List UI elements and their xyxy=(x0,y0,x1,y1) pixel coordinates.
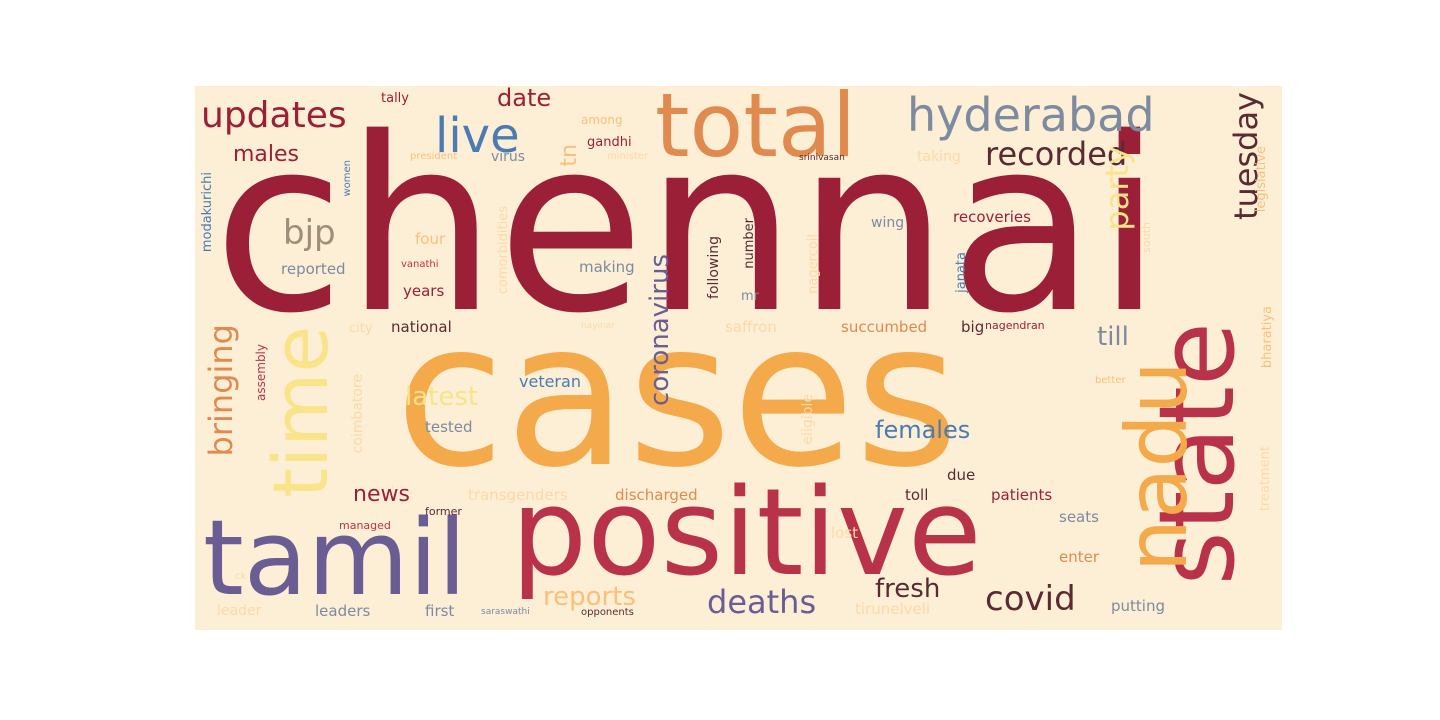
word-vanathi: vanathi xyxy=(401,259,439,270)
word-cases: cases xyxy=(395,279,959,512)
word-janata: janata xyxy=(954,252,969,293)
word-total: total xyxy=(655,86,857,177)
word-covid: covid xyxy=(985,579,1076,619)
word-putting: putting xyxy=(1111,597,1165,615)
word-mr: mr xyxy=(741,289,760,304)
word-legislative: legislative xyxy=(1254,146,1269,213)
word-lost: lost xyxy=(831,524,859,542)
word-saffron: saffron xyxy=(725,318,777,336)
word-positive: positive xyxy=(511,464,982,603)
word-party: party xyxy=(1098,146,1136,231)
word-live: live xyxy=(435,108,520,164)
word-discharged: discharged xyxy=(615,486,698,504)
word-leaders: leaders xyxy=(315,602,371,620)
word-toll: toll xyxy=(905,486,929,504)
word-tamil: tamil xyxy=(203,497,467,619)
word-due: due xyxy=(947,466,976,484)
word-opponents: opponents xyxy=(581,607,634,618)
word-bharatiya: bharatiya xyxy=(1260,306,1275,369)
word-succumbed: succumbed xyxy=(841,318,928,336)
word-hyderabad: hyderabad xyxy=(907,88,1155,142)
word-fresh: fresh xyxy=(875,574,941,604)
word-news: news xyxy=(353,482,410,507)
word-city: city xyxy=(349,321,373,336)
word-making: making xyxy=(579,258,635,276)
word-taking: taking xyxy=(917,149,961,165)
word-modakurichi: modakurichi xyxy=(200,172,215,253)
word-first: first xyxy=(425,602,455,620)
word-cloud: chennai cases positive total tamil state nadu t… xyxy=(195,86,1282,630)
word-gandhi: gandhi xyxy=(587,135,632,150)
word-eligible: eligible xyxy=(800,394,816,445)
word-virus: virus xyxy=(491,149,526,165)
word-veteran: veteran xyxy=(519,372,581,391)
word-recorded: recorded xyxy=(985,135,1128,173)
word-south: south xyxy=(1140,222,1153,253)
word-coimbatore: coimbatore xyxy=(350,374,366,454)
word-nayinar: nayinar xyxy=(581,321,615,331)
word-reported: reported xyxy=(281,260,346,278)
word-managed: managed xyxy=(339,519,391,532)
word-former: former xyxy=(425,505,462,518)
word-years: years xyxy=(403,282,445,300)
word-date: date xyxy=(497,86,552,112)
word-comorbidities: comorbidities xyxy=(496,206,511,295)
word-big: big xyxy=(961,318,985,336)
word-among: among xyxy=(581,113,623,127)
word-leader: leader xyxy=(217,603,262,619)
word-updates: updates xyxy=(201,95,347,136)
word-assembly: assembly xyxy=(254,344,268,401)
word-recoveries: recoveries xyxy=(953,208,1031,226)
word-reports: reports xyxy=(543,582,636,612)
word-latest: latest xyxy=(405,382,479,412)
word-transgenders: transgenders xyxy=(468,486,568,504)
word-better: better xyxy=(1095,375,1126,386)
word-srinivasan: srinivasan xyxy=(799,153,845,163)
word-females: females xyxy=(875,416,971,444)
word-nadu: nadu xyxy=(1108,361,1206,573)
word-deaths: deaths xyxy=(707,583,817,621)
word-four: four xyxy=(415,230,446,248)
word-tn: tn xyxy=(557,144,582,167)
word-seats: seats xyxy=(1059,508,1099,526)
word-president: president xyxy=(410,151,458,162)
word-tested: tested xyxy=(425,418,473,436)
word-chennai: chennai xyxy=(213,86,1163,366)
word-patients: patients xyxy=(991,486,1053,504)
word-tirunelveli: tirunelveli xyxy=(855,600,931,618)
word-minister: minister xyxy=(607,151,649,162)
word-following: following xyxy=(706,236,722,299)
word-saraswathi: saraswathi xyxy=(481,607,530,617)
word-tally: tally xyxy=(381,91,409,106)
word-enter: enter xyxy=(1059,548,1100,566)
word-treatment: treatment xyxy=(1258,446,1273,512)
word-till: till xyxy=(1097,322,1129,352)
word-males: males xyxy=(233,142,300,167)
word-bjp: bjp xyxy=(283,213,336,253)
word-number: number xyxy=(742,218,757,269)
word-nagercoil: nagercoil xyxy=(806,234,821,294)
word-national: national xyxy=(391,318,452,336)
word-wing: wing xyxy=(871,215,905,231)
word-nagendran: nagendran xyxy=(985,319,1045,332)
word-bringing: bringing xyxy=(202,324,240,457)
word-time: time xyxy=(256,326,345,498)
word-ck: ck xyxy=(235,571,247,582)
word-coronavirus: coronavirus xyxy=(645,254,675,406)
word-women: women xyxy=(342,160,353,197)
